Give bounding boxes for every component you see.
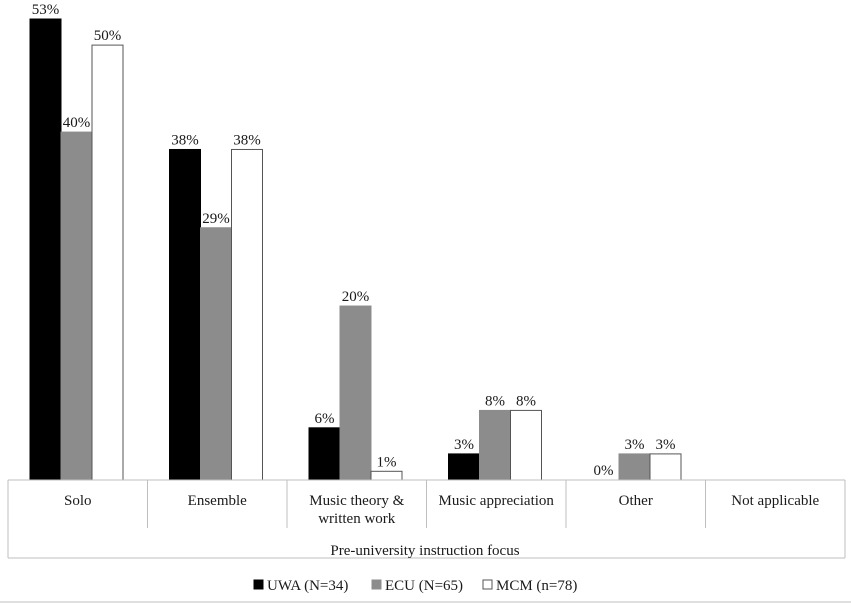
data-label: 8%	[485, 393, 505, 409]
legend: UWA (N=34) ECU (N=65) MCM (n=78)	[253, 578, 577, 594]
data-label: 29%	[202, 211, 230, 227]
bar-ecu-1	[200, 227, 232, 481]
category-label: Solo	[64, 493, 92, 509]
data-label: 3%	[454, 437, 474, 453]
legend-label: ECU (N=65)	[385, 578, 463, 594]
category-label: Other	[619, 493, 653, 509]
bar-ecu-0	[60, 131, 93, 481]
data-label: 3%	[625, 437, 645, 453]
data-label: 3%	[656, 437, 676, 453]
bar-uwa-2	[308, 427, 341, 481]
data-label: 0%	[594, 463, 614, 479]
category-axis-table	[0, 479, 851, 603]
bar-uwa-1	[169, 148, 201, 481]
bar-uwa-0	[29, 18, 62, 481]
bar-uwa-3	[448, 453, 480, 481]
category-label: Music appreciation	[439, 493, 555, 509]
category-labels-group: Solo Ensemble Music theory & written work Mu…	[64, 493, 820, 527]
x-axis-title: Pre-university instruction focus	[330, 543, 519, 559]
data-label: 38%	[171, 132, 199, 148]
data-label: 50%	[94, 28, 122, 44]
legend-label: UWA (N=34)	[267, 578, 348, 594]
bar-mcm-0	[91, 44, 124, 481]
data-label: 20%	[342, 289, 370, 305]
data-label: 53%	[32, 2, 60, 18]
bar-ecu-2	[339, 305, 372, 481]
bar-mcm-3	[510, 409, 542, 481]
category-label: Ensemble	[188, 493, 247, 509]
category-label: written work	[318, 511, 396, 527]
bars-group	[29, 18, 682, 481]
bar-mcm-2	[370, 470, 403, 481]
category-label: Music theory &	[309, 493, 404, 509]
bar-ecu-4	[618, 453, 651, 481]
data-label: 8%	[516, 393, 536, 409]
data-label: 6%	[315, 411, 335, 427]
bar-mcm-1	[231, 148, 263, 481]
legend-swatch	[482, 579, 493, 590]
legend-swatch	[371, 579, 382, 590]
bar-labels-group: 53% 40% 50% 38% 29% 38% 6% 20% 1% 3% 8% 8% 0% 3% 3%	[32, 2, 676, 479]
bar-ecu-3	[479, 409, 511, 481]
data-label: 40%	[63, 115, 91, 131]
legend-swatch	[253, 579, 264, 590]
category-label: Not applicable	[731, 493, 819, 509]
legend-label: MCM (n=78)	[496, 578, 577, 594]
bar-mcm-4	[649, 453, 682, 481]
data-label: 38%	[233, 132, 261, 148]
data-label: 1%	[377, 454, 397, 470]
